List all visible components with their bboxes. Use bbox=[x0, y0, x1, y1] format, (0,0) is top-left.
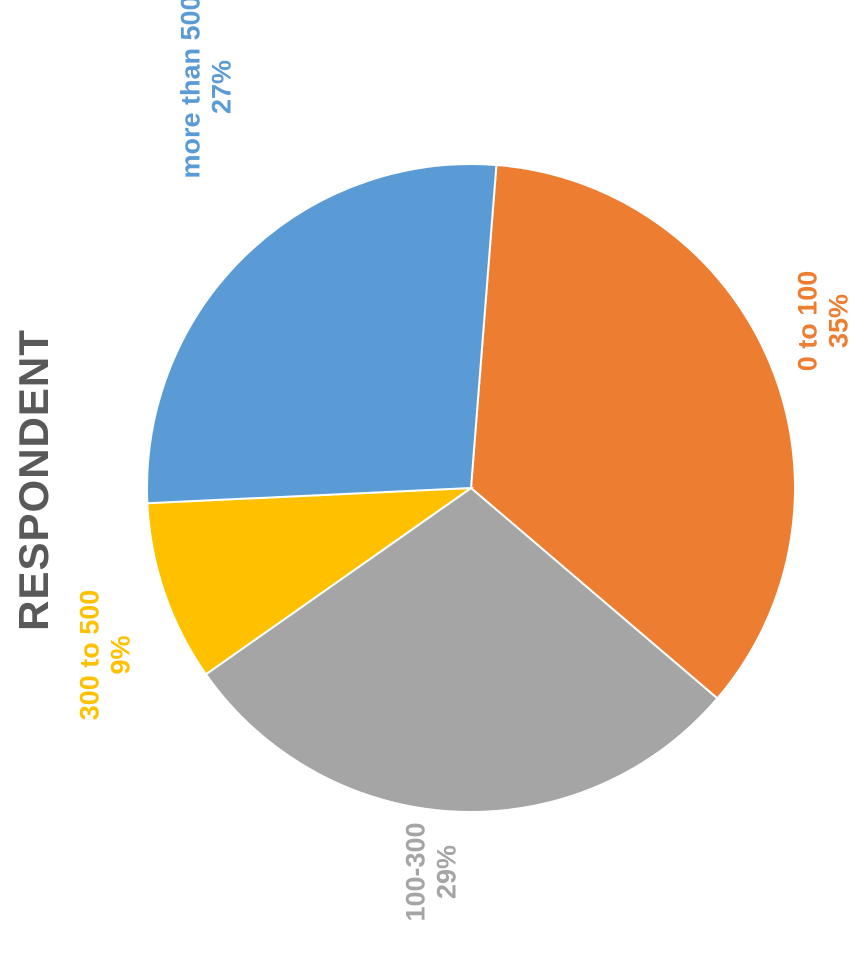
pie-slice-0-to-100 bbox=[469, 163, 796, 700]
data-label-name: more than 500 bbox=[175, 0, 205, 179]
data-label-name: 0 to 100 bbox=[792, 271, 822, 372]
pie-slice-more-than-500 bbox=[146, 163, 498, 505]
data-label-name: 300 to 500 bbox=[74, 590, 104, 721]
data-label: 0 to 10035% bbox=[792, 271, 853, 372]
pie-slices bbox=[146, 163, 796, 813]
chart-title: RESPONDENT bbox=[10, 329, 57, 631]
pie-slice-300-to-500 bbox=[146, 486, 475, 676]
data-label-value: 9% bbox=[105, 635, 135, 674]
pie-slice-100-300 bbox=[204, 486, 719, 813]
data-labels: 0 to 10035% 100-30029% 300 to 5009% more th… bbox=[74, 0, 853, 922]
data-label: 300 to 5009% bbox=[74, 590, 135, 721]
data-label-name: 100-300 bbox=[400, 822, 430, 921]
data-label: 100-30029% bbox=[400, 822, 461, 921]
data-label-value: 29% bbox=[431, 845, 461, 899]
data-label-value: 27% bbox=[206, 60, 236, 114]
data-label-value: 35% bbox=[823, 294, 853, 348]
data-label: more than 50027% bbox=[175, 0, 236, 179]
